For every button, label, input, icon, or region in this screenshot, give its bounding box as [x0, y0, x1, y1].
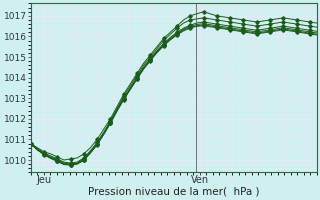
- X-axis label: Pression niveau de la mer(  hPa ): Pression niveau de la mer( hPa ): [88, 187, 259, 197]
